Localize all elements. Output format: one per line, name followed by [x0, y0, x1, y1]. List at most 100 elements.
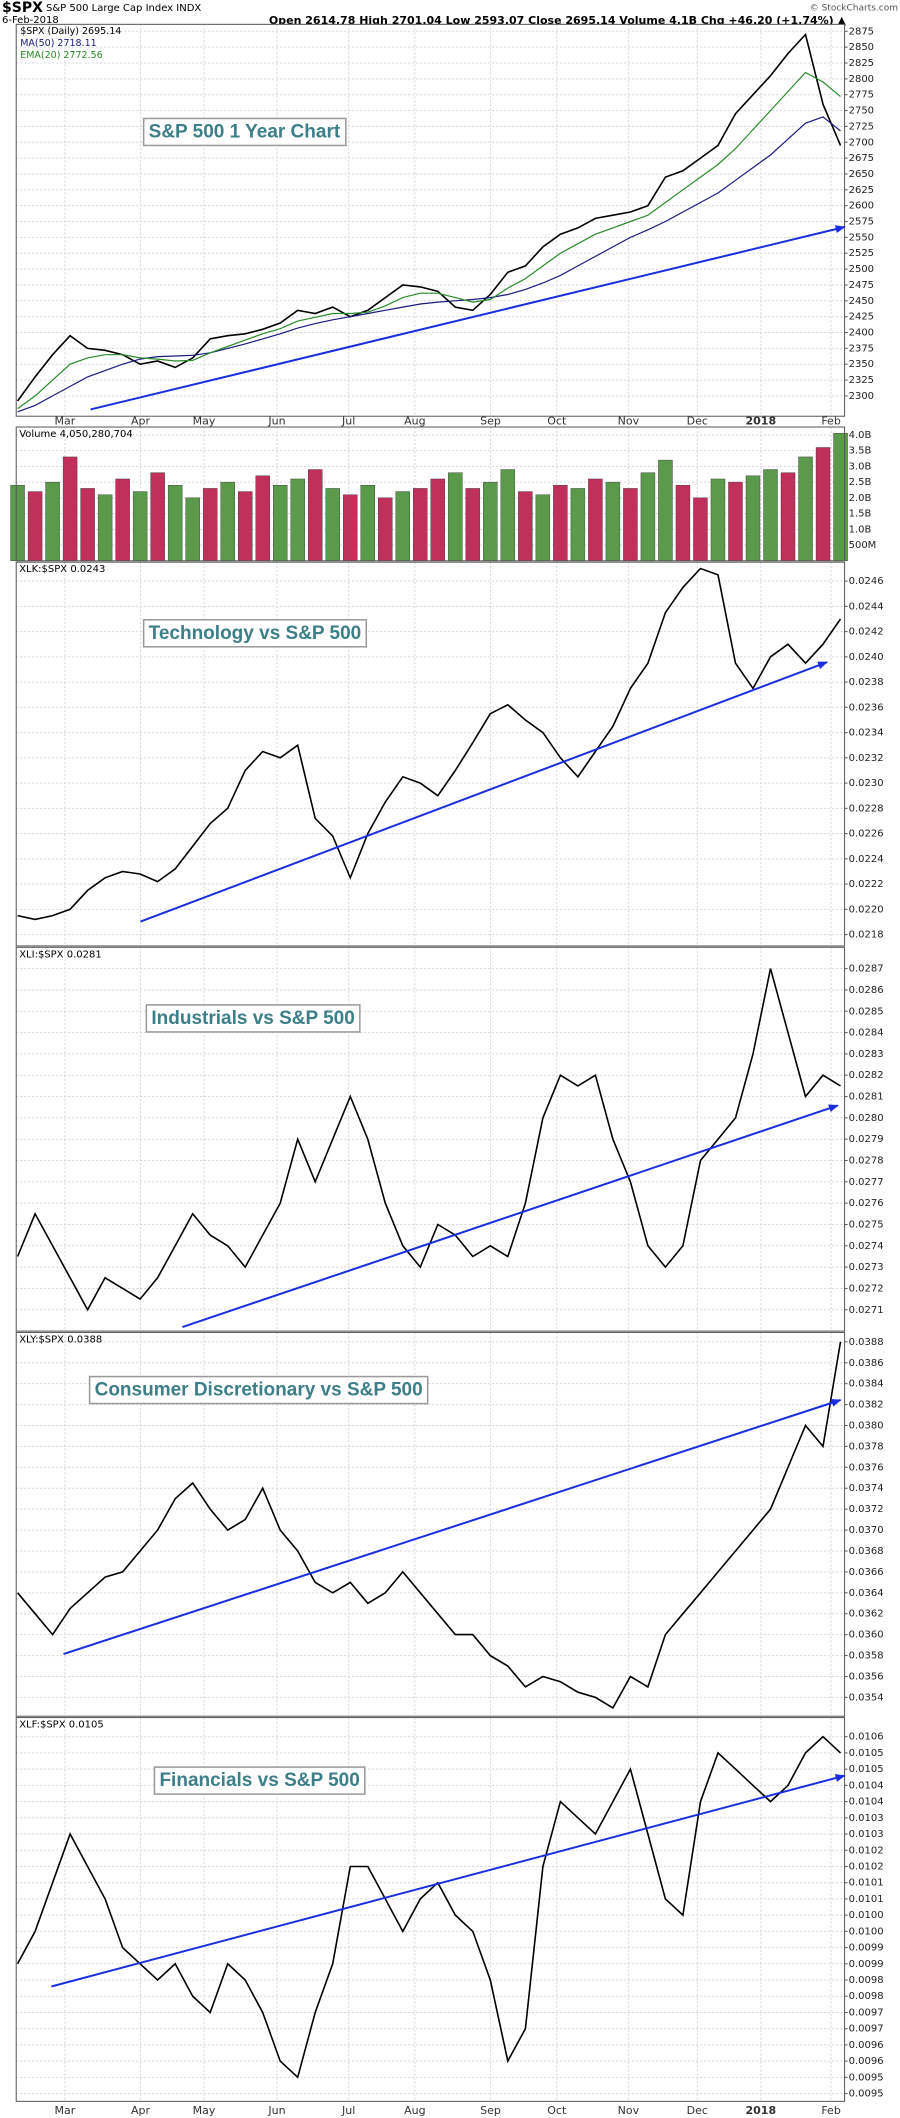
x-tick-label: Apr: [131, 2104, 151, 2117]
volume-bar: [430, 478, 446, 562]
volume-bar: [500, 469, 516, 562]
volume-bar: [780, 472, 796, 562]
y-tick-label: 0.0238: [849, 677, 884, 688]
y-tick-label: 0.0105: [849, 1748, 884, 1759]
y-tick-label: 2675: [849, 153, 874, 164]
y-tick-label: 0.0283: [849, 1049, 884, 1060]
x-tick-label: Aug: [404, 2104, 425, 2117]
y-tick-label: 0.0271: [849, 1305, 884, 1316]
y-tick-label: 0.0281: [849, 1092, 884, 1103]
x-tick-label: Jul: [341, 2104, 355, 2117]
volume-bar: [395, 491, 410, 562]
y-tick-label: 2425: [849, 312, 874, 323]
symbol: $SPX: [2, 0, 43, 16]
y-tick-label: 2600: [849, 201, 874, 212]
y-tick-label: 0.0368: [849, 1546, 884, 1557]
volume-bar: [202, 488, 218, 562]
y-tick-label: 2750: [849, 106, 874, 117]
y-tick-label: 2.0B: [849, 493, 872, 504]
x-tick-label: Mar: [54, 415, 75, 428]
y-tick-label: 0.0103: [849, 1829, 884, 1840]
x-tick-label: 2018: [745, 415, 776, 428]
quote: Open 2614.78 High 2701.04 Low 2593.07 Cl…: [269, 14, 847, 27]
y-tick-label: 2475: [849, 280, 874, 291]
volume-bar: [220, 481, 235, 562]
annotation: Industrials vs S&P 500: [145, 1004, 361, 1033]
volume-bar: [308, 469, 323, 562]
y-tick-label: 0.0097: [849, 2024, 884, 2035]
y-tick-label: 0.0284: [849, 1028, 884, 1039]
y-tick-label: 0.0096: [849, 2040, 884, 2051]
x-tick-label: Dec: [687, 2104, 708, 2117]
volume-bar: [10, 485, 25, 562]
y-tick-label: 2800: [849, 74, 874, 85]
volume-bar: [640, 472, 656, 562]
volume-bar: [675, 485, 691, 562]
y-tick-label: 0.0102: [849, 1845, 884, 1856]
y-tick-label: 0.0282: [849, 1070, 884, 1081]
y-tick-label: 0.0104: [849, 1797, 884, 1808]
y-tick-label: 0.0104: [849, 1780, 884, 1791]
annotation-text: Industrials vs S&P 500: [151, 1008, 354, 1029]
y-tick-label: 2300: [849, 391, 874, 402]
volume-bar: [45, 481, 60, 562]
volume-bar: [27, 491, 43, 562]
y-tick-label: 0.0240: [849, 652, 884, 663]
y-tick-label: 500M: [849, 540, 877, 551]
y-tick-label: 0.0097: [849, 2007, 884, 2018]
annotation: Consumer Discretionary vs S&P 500: [88, 1375, 429, 1405]
y-tick-label: 0.0388: [849, 1337, 884, 1348]
y-tick-label: 0.0354: [849, 1692, 884, 1703]
volume-bar: [658, 459, 673, 562]
volume-bar: [132, 491, 148, 562]
x-tick-label: May: [193, 415, 216, 428]
volume-bar: [605, 481, 621, 562]
y-tick-label: 0.0366: [849, 1567, 884, 1578]
y-tick-label: 2725: [849, 121, 874, 132]
x-tick-label: Jul: [341, 415, 355, 428]
source: © StockCharts.com: [810, 4, 898, 14]
y-tick-label: 0.0382: [849, 1400, 884, 1411]
y-tick-label: 0.0273: [849, 1262, 884, 1273]
y-tick-label: 0.0272: [849, 1283, 884, 1294]
x-tick-label: May: [193, 2104, 216, 2117]
y-tick-label: 0.0285: [849, 1006, 884, 1017]
y-tick-label: 0.0222: [849, 879, 884, 890]
volume-bar: [448, 472, 463, 562]
volume-bar: [833, 433, 848, 562]
y-tick-label: 2775: [849, 90, 874, 101]
volume-bar: [413, 488, 428, 562]
volume-bar: [325, 488, 340, 562]
y-tick-label: 0.0360: [849, 1630, 884, 1641]
y-tick-label: 0.0356: [849, 1671, 884, 1682]
trend-arrow: [140, 661, 828, 923]
y-tick-label: 2550: [849, 232, 874, 243]
y-tick-label: 0.0372: [849, 1504, 884, 1515]
y-tick-label: 0.0220: [849, 904, 884, 915]
y-tick-label: 1.5B: [849, 509, 872, 520]
y-tick-label: 0.0364: [849, 1588, 884, 1599]
panel-label: XLY:$SPX 0.0388: [19, 1334, 102, 1345]
volume-bar: [535, 494, 551, 562]
y-tick-label: 0.0276: [849, 1198, 884, 1209]
y-tick-label: 2825: [849, 58, 874, 69]
y-tick-label: 0.0100: [849, 1926, 884, 1937]
y-tick-label: 0.0101: [849, 1894, 884, 1905]
x-tick-label: Sep: [480, 2104, 501, 2117]
volume-bar: [763, 469, 778, 562]
y-tick-label: 0.0384: [849, 1379, 884, 1390]
volume-bar: [167, 485, 183, 562]
y-tick-label: 2500: [849, 264, 874, 275]
y-tick-label: 0.0362: [849, 1609, 884, 1620]
y-tick-label: 0.0103: [849, 1813, 884, 1824]
panel-border: [15, 426, 846, 562]
annotation-box: [145, 1004, 361, 1033]
volume-bar: [273, 485, 288, 562]
y-tick-label: 1.0B: [849, 524, 872, 535]
panel-border: [15, 23, 846, 417]
y-tick-label: 0.0095: [849, 2089, 884, 2100]
y-tick-label: 0.0234: [849, 728, 884, 739]
volume-bar: [518, 491, 533, 562]
y-tick-label: 0.0101: [849, 1878, 884, 1889]
y-tick-label: 0.0099: [849, 1959, 884, 1970]
